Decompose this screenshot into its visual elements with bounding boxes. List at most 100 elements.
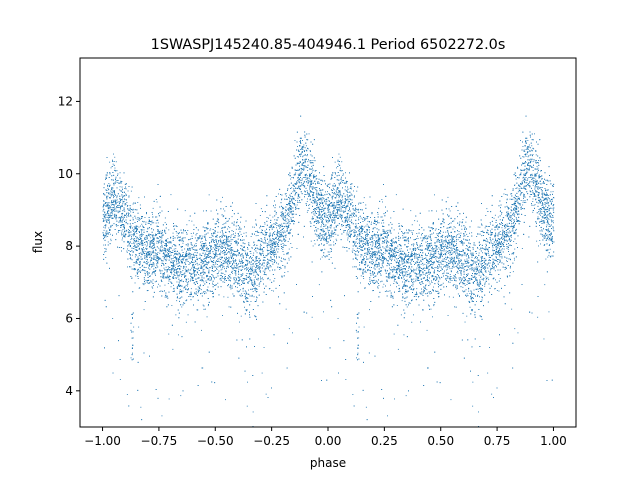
- data-point: [247, 262, 249, 264]
- data-point: [144, 275, 146, 277]
- data-point: [478, 274, 480, 276]
- data-point: [182, 267, 184, 269]
- data-point: [482, 247, 483, 249]
- data-point: [218, 248, 220, 250]
- data-point: [198, 263, 200, 265]
- data-point: [144, 257, 146, 259]
- data-point: [193, 246, 195, 248]
- data-point: [282, 208, 284, 210]
- data-point: [176, 232, 178, 234]
- data-point: [495, 234, 497, 236]
- data-point: [526, 180, 528, 181]
- data-point: [182, 258, 184, 260]
- data-point: [126, 250, 128, 252]
- data-point: [328, 244, 330, 246]
- data-point: [278, 193, 279, 195]
- data-point: [307, 184, 309, 186]
- data-point: [103, 244, 105, 246]
- data-point: [333, 210, 335, 211]
- data-point: [133, 239, 135, 241]
- data-point: [513, 215, 515, 216]
- data-point: [446, 245, 448, 247]
- data-point: [428, 246, 430, 248]
- data-point: [368, 229, 370, 231]
- data-point: [405, 236, 407, 238]
- data-point: [306, 211, 308, 213]
- data-point: [141, 252, 143, 254]
- data-point: [250, 277, 252, 279]
- data-point: [350, 215, 352, 216]
- data-point: [357, 247, 358, 249]
- data-point: [243, 247, 244, 248]
- data-point: [442, 236, 443, 238]
- data-point: [288, 215, 290, 217]
- data-point: [322, 208, 323, 210]
- data-point: [330, 257, 332, 258]
- data-point: [444, 270, 445, 272]
- data-point: [312, 167, 313, 169]
- data-point: [277, 245, 279, 247]
- data-point: [189, 294, 191, 296]
- data-point: [224, 257, 225, 259]
- data-point: [221, 227, 222, 229]
- data-point: [276, 255, 277, 257]
- data-point: [132, 217, 134, 219]
- data-point: [505, 266, 507, 268]
- data-point: [206, 316, 208, 318]
- data-point: [378, 285, 380, 286]
- data-point: [182, 262, 184, 264]
- data-point: [160, 246, 162, 248]
- data-point: [133, 202, 135, 204]
- data-point: [368, 226, 370, 228]
- data-point: [369, 279, 371, 281]
- data-point: [479, 226, 481, 228]
- data-point: [544, 244, 546, 245]
- data-point: [179, 274, 181, 276]
- data-point: [393, 241, 395, 243]
- data-point: [210, 267, 212, 269]
- data-point: [190, 278, 192, 280]
- data-point: [122, 234, 124, 235]
- data-point: [540, 243, 541, 245]
- data-point: [369, 284, 370, 286]
- data-point: [132, 229, 134, 231]
- data-point: [288, 215, 289, 216]
- data-point: [320, 258, 321, 260]
- data-point: [288, 257, 290, 259]
- data-point: [140, 234, 142, 235]
- data-point: [516, 219, 518, 220]
- data-point: [253, 226, 255, 228]
- data-point: [161, 415, 163, 417]
- data-point: [390, 217, 392, 219]
- data-point: [269, 270, 271, 272]
- data-point: [182, 239, 184, 241]
- data-point: [217, 258, 219, 260]
- data-point: [509, 198, 511, 200]
- data-point: [535, 162, 537, 164]
- data-point: [449, 210, 451, 212]
- data-point: [283, 230, 285, 232]
- data-point: [372, 255, 373, 257]
- data-point: [297, 180, 298, 182]
- data-point: [105, 236, 107, 238]
- data-point: [532, 198, 534, 200]
- data-point: [393, 277, 395, 279]
- data-point: [545, 202, 547, 204]
- data-point: [214, 257, 216, 259]
- data-point: [352, 251, 354, 253]
- data-point: [178, 297, 180, 299]
- data-point: [461, 228, 463, 230]
- data-point: [194, 245, 196, 247]
- data-point: [542, 235, 544, 237]
- data-point: [216, 239, 218, 241]
- data-point: [296, 183, 298, 184]
- data-point: [476, 301, 477, 302]
- data-point: [329, 219, 330, 221]
- data-point: [247, 381, 248, 383]
- data-point: [267, 253, 269, 255]
- data-point: [103, 229, 105, 231]
- data-point: [228, 277, 229, 279]
- data-point: [528, 146, 530, 148]
- data-point: [552, 220, 554, 222]
- data-point: [443, 266, 444, 268]
